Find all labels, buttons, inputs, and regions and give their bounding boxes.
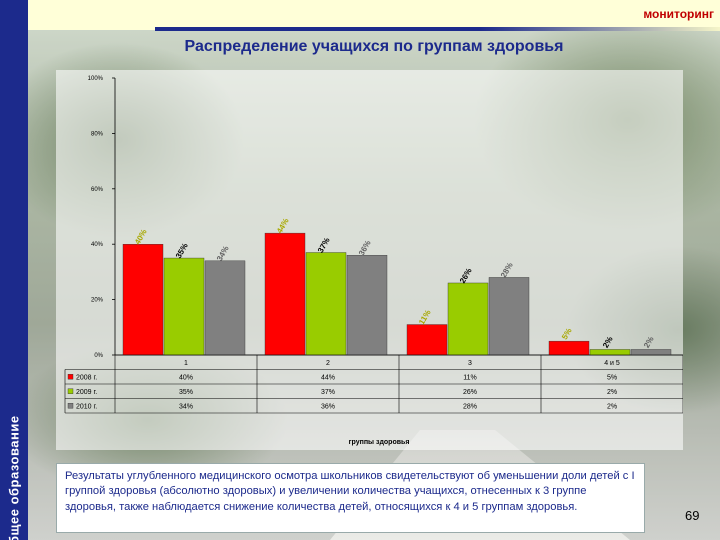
bar	[447, 282, 489, 356]
data-label: 35%	[174, 242, 190, 260]
table-value: 36%	[321, 403, 335, 410]
legend-label: 2009 г.	[76, 389, 97, 396]
data-label: 11%	[417, 308, 433, 326]
y-tick-label: 0%	[94, 353, 103, 359]
chart-panel: 0% 20% 40% 60% 80% 100% 40% 35% 34% 44% 37% 36% 11% 2…	[56, 70, 683, 450]
side-band: Общее образование	[0, 0, 28, 540]
bar	[406, 324, 448, 356]
bar	[305, 252, 347, 356]
top-rule	[155, 27, 480, 31]
bar	[548, 340, 590, 356]
data-label: 36%	[357, 239, 373, 257]
legend-swatch	[67, 388, 74, 394]
slide-title: Распределение учащихся по группам здоров…	[184, 38, 564, 55]
bar	[264, 232, 306, 356]
category-label: 2	[326, 360, 330, 367]
top-rule-fade	[480, 27, 720, 31]
y-tick-label: 100%	[88, 76, 104, 82]
bar	[122, 243, 164, 356]
table-value: 40%	[179, 374, 193, 381]
data-label: 40%	[133, 228, 149, 246]
top-bar: мониторинг	[28, 0, 720, 30]
y-tick-label: 80%	[91, 131, 104, 137]
data-label: 26%	[458, 267, 474, 285]
data-label: 2%	[642, 335, 656, 350]
summary-note: Результаты углубленного медицинского осм…	[56, 463, 645, 533]
table-value: 34%	[179, 403, 193, 410]
data-label: 37%	[316, 236, 332, 254]
table-value: 37%	[321, 389, 335, 396]
data-label: 5%	[560, 327, 574, 342]
legend-label: 2010 г.	[76, 403, 97, 410]
bar	[204, 260, 246, 356]
category-label: 3	[468, 360, 472, 367]
y-tick-label: 60%	[91, 187, 104, 193]
table-value: 28%	[463, 403, 477, 410]
data-label: 44%	[275, 217, 291, 235]
table-value: 35%	[179, 389, 193, 396]
data-label: 34%	[215, 244, 231, 262]
table-value: 11%	[463, 374, 477, 381]
bar	[346, 255, 388, 356]
bar	[163, 257, 205, 356]
table-value: 44%	[321, 374, 335, 381]
side-band-label: Общее образование	[6, 415, 22, 540]
page-number: 69	[685, 508, 700, 523]
bar	[488, 277, 530, 356]
data-label: 28%	[499, 261, 515, 279]
x-axis-title: группы здоровья	[349, 439, 410, 446]
section-tag: мониторинг	[643, 7, 714, 21]
legend-swatch	[67, 374, 74, 380]
bar	[589, 349, 631, 356]
category-label: 1	[184, 360, 188, 367]
bar-chart: 0%20%40%60%80%100%40%35% 34%44%37% 36%11%2…	[64, 76, 683, 446]
legend-swatch	[67, 403, 74, 409]
bar	[630, 349, 672, 356]
y-tick-label: 20%	[91, 298, 104, 304]
legend-label: 2008 г.	[76, 374, 97, 381]
category-label: 4 и 5	[604, 360, 620, 367]
data-label: 2%	[601, 335, 615, 350]
table-value: 2%	[607, 389, 617, 396]
table-value: 5%	[607, 374, 617, 381]
table-value: 26%	[463, 389, 477, 396]
y-tick-label: 40%	[91, 242, 104, 248]
table-value: 2%	[607, 403, 617, 410]
